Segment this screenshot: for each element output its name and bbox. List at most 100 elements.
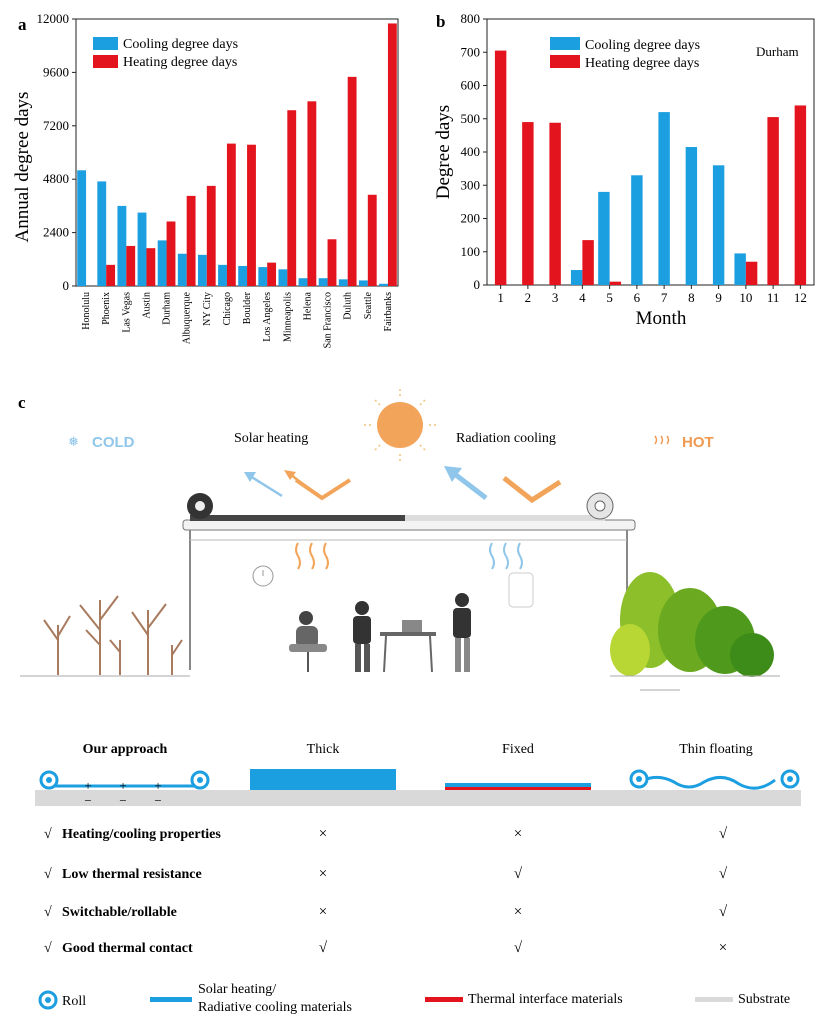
cooling-bar-las-vegas: [117, 205, 127, 286]
cooling-bar-seattle: [358, 280, 368, 286]
heating-bar-los-angeles: [267, 262, 277, 286]
cooling-bar-los-angeles: [258, 267, 268, 286]
heating-bar-month-2: [522, 122, 534, 285]
person-seated-icon: [289, 611, 327, 672]
cold-indicator: ❅ COLD: [68, 434, 135, 451]
panel-a-y-axis-label: Annual degree days: [12, 92, 33, 243]
panel-a-label: a: [18, 15, 27, 34]
x-tick-label: 8: [688, 290, 695, 305]
solar-heating-label: Solar heating: [234, 431, 308, 446]
legend-substrate-swatch: [695, 997, 733, 1002]
heating-bar-month-10: [745, 261, 758, 285]
y-tick-label: 800: [461, 11, 481, 26]
heating-bar-phoenix: [106, 264, 116, 286]
y-tick-label: 200: [461, 211, 481, 226]
row-check-mark: √: [44, 867, 52, 882]
row-label: Good thermal contact: [62, 941, 193, 956]
legend-swatch-cooling: [550, 37, 580, 50]
row-mark: √: [719, 866, 728, 882]
x-tick-label: San Francisco: [323, 292, 334, 348]
cooling-bar-month-9: [712, 165, 725, 285]
cold-label: COLD: [92, 434, 135, 451]
cooling-bar-austin: [137, 212, 147, 286]
legend-swatch-heating: [93, 55, 118, 68]
cooling-bar-month-8: [685, 147, 698, 285]
incoming-sun-arrow-right: [502, 476, 562, 504]
minus-charge: −: [119, 793, 126, 808]
cool-waves-inside-icon: [489, 542, 523, 570]
y-tick-label: 100: [461, 244, 481, 259]
legend-roll-label: Roll: [62, 994, 86, 1009]
heating-bar-month-11: [767, 117, 779, 286]
x-tick-label: Chicago: [222, 292, 233, 325]
bottom-legend: Roll Solar heating/ Radiative cooling ma…: [38, 982, 790, 1015]
x-tick-label: Phoenix: [101, 292, 112, 325]
minus-charge: −: [154, 793, 161, 808]
heating-bar-las-vegas: [126, 245, 136, 286]
cooling-bar-honolulu: [77, 170, 87, 286]
row-mark: ×: [319, 904, 327, 920]
x-tick-label: Fairbanks: [383, 292, 394, 332]
panel-b-legend: Cooling degree days Heating degree days: [550, 37, 700, 71]
cooling-bar-albuquerque: [177, 253, 187, 286]
y-tick-label: 500: [461, 111, 481, 126]
heat-waves-inside-icon: [295, 542, 329, 570]
row-mark: ×: [514, 904, 522, 920]
hot-indicator: HOT: [654, 434, 714, 451]
minus-charge: −: [84, 793, 91, 808]
comparison-table: Our approach Thick Fixed Thin floating +…: [35, 742, 801, 956]
x-tick-label: 9: [715, 290, 722, 305]
heating-bar-month-5: [609, 281, 622, 285]
legend-thermal-interface-label: Thermal interface materials: [468, 992, 623, 1007]
legend-materials-swatch: [150, 997, 192, 1002]
panel-b-chart: b Degree days Month 0 100 200 300 400 500 600 7…: [433, 11, 815, 329]
x-tick-label: Los Angeles: [262, 292, 273, 342]
panel-b-x-axis-label: Month: [636, 308, 687, 329]
heating-bar-austin: [146, 248, 156, 286]
heating-bar-chicago: [226, 143, 236, 286]
y-tick-label: 300: [461, 177, 481, 192]
fixed-schematic: [445, 783, 591, 790]
x-tick-label: Albuquerque: [182, 291, 193, 344]
x-tick-label: 6: [634, 290, 641, 305]
cooling-bar-san-francisco: [318, 278, 328, 286]
row-check-mark: √: [44, 941, 52, 956]
cooling-bar-fairbanks: [379, 283, 388, 286]
panel-a-bars: [77, 23, 397, 286]
our-approach-schematic: + + + − − −: [39, 770, 210, 808]
heating-bar-albuquerque: [186, 195, 196, 286]
heating-bar-month-1: [494, 50, 507, 286]
thermostat-icon: [508, 572, 534, 608]
rolled-film-dark: [190, 515, 405, 521]
comparison-rows: √ Heating/cooling properties × × √ √ Low therm…: [44, 826, 728, 956]
column-header-thin-floating: Thin floating: [679, 742, 753, 757]
panel-a-chart: a Annual degree days 0 2400 4800 7200 9600 12…: [12, 11, 399, 348]
cooling-bar-month-4: [570, 270, 583, 285]
heating-bar-helena: [307, 101, 317, 286]
row-check-mark: √: [44, 827, 52, 842]
column-header-our-approach: Our approach: [83, 742, 168, 757]
x-tick-label: 11: [767, 290, 780, 305]
panel-a-legend-heating: Heating degree days: [123, 55, 237, 70]
y-tick-label: 7200: [43, 118, 69, 133]
heating-bar-duluth: [347, 76, 357, 286]
row-label: Switchable/rollable: [62, 905, 177, 920]
panel-b-legend-heating: Heating degree days: [585, 56, 699, 71]
emitted-arrow-blue: [249, 474, 283, 498]
row-label: Low thermal resistance: [62, 867, 202, 882]
panel-b-y-axis-label: Degree days: [433, 105, 454, 199]
y-tick-label: 400: [461, 144, 481, 159]
panel-a-frame: [75, 18, 399, 287]
heating-bar-fairbanks: [387, 23, 397, 286]
x-tick-label: Seattle: [363, 291, 374, 319]
green-trees-icon: [610, 572, 774, 677]
row-mark: ×: [319, 826, 327, 842]
x-tick-label: 2: [525, 290, 532, 305]
row-mark: ×: [719, 940, 727, 956]
heating-bar-month-12: [794, 105, 807, 285]
cooling-bar-ny-city: [197, 254, 207, 286]
heating-bar-san-francisco: [327, 239, 337, 286]
x-tick-label: 7: [661, 290, 668, 305]
